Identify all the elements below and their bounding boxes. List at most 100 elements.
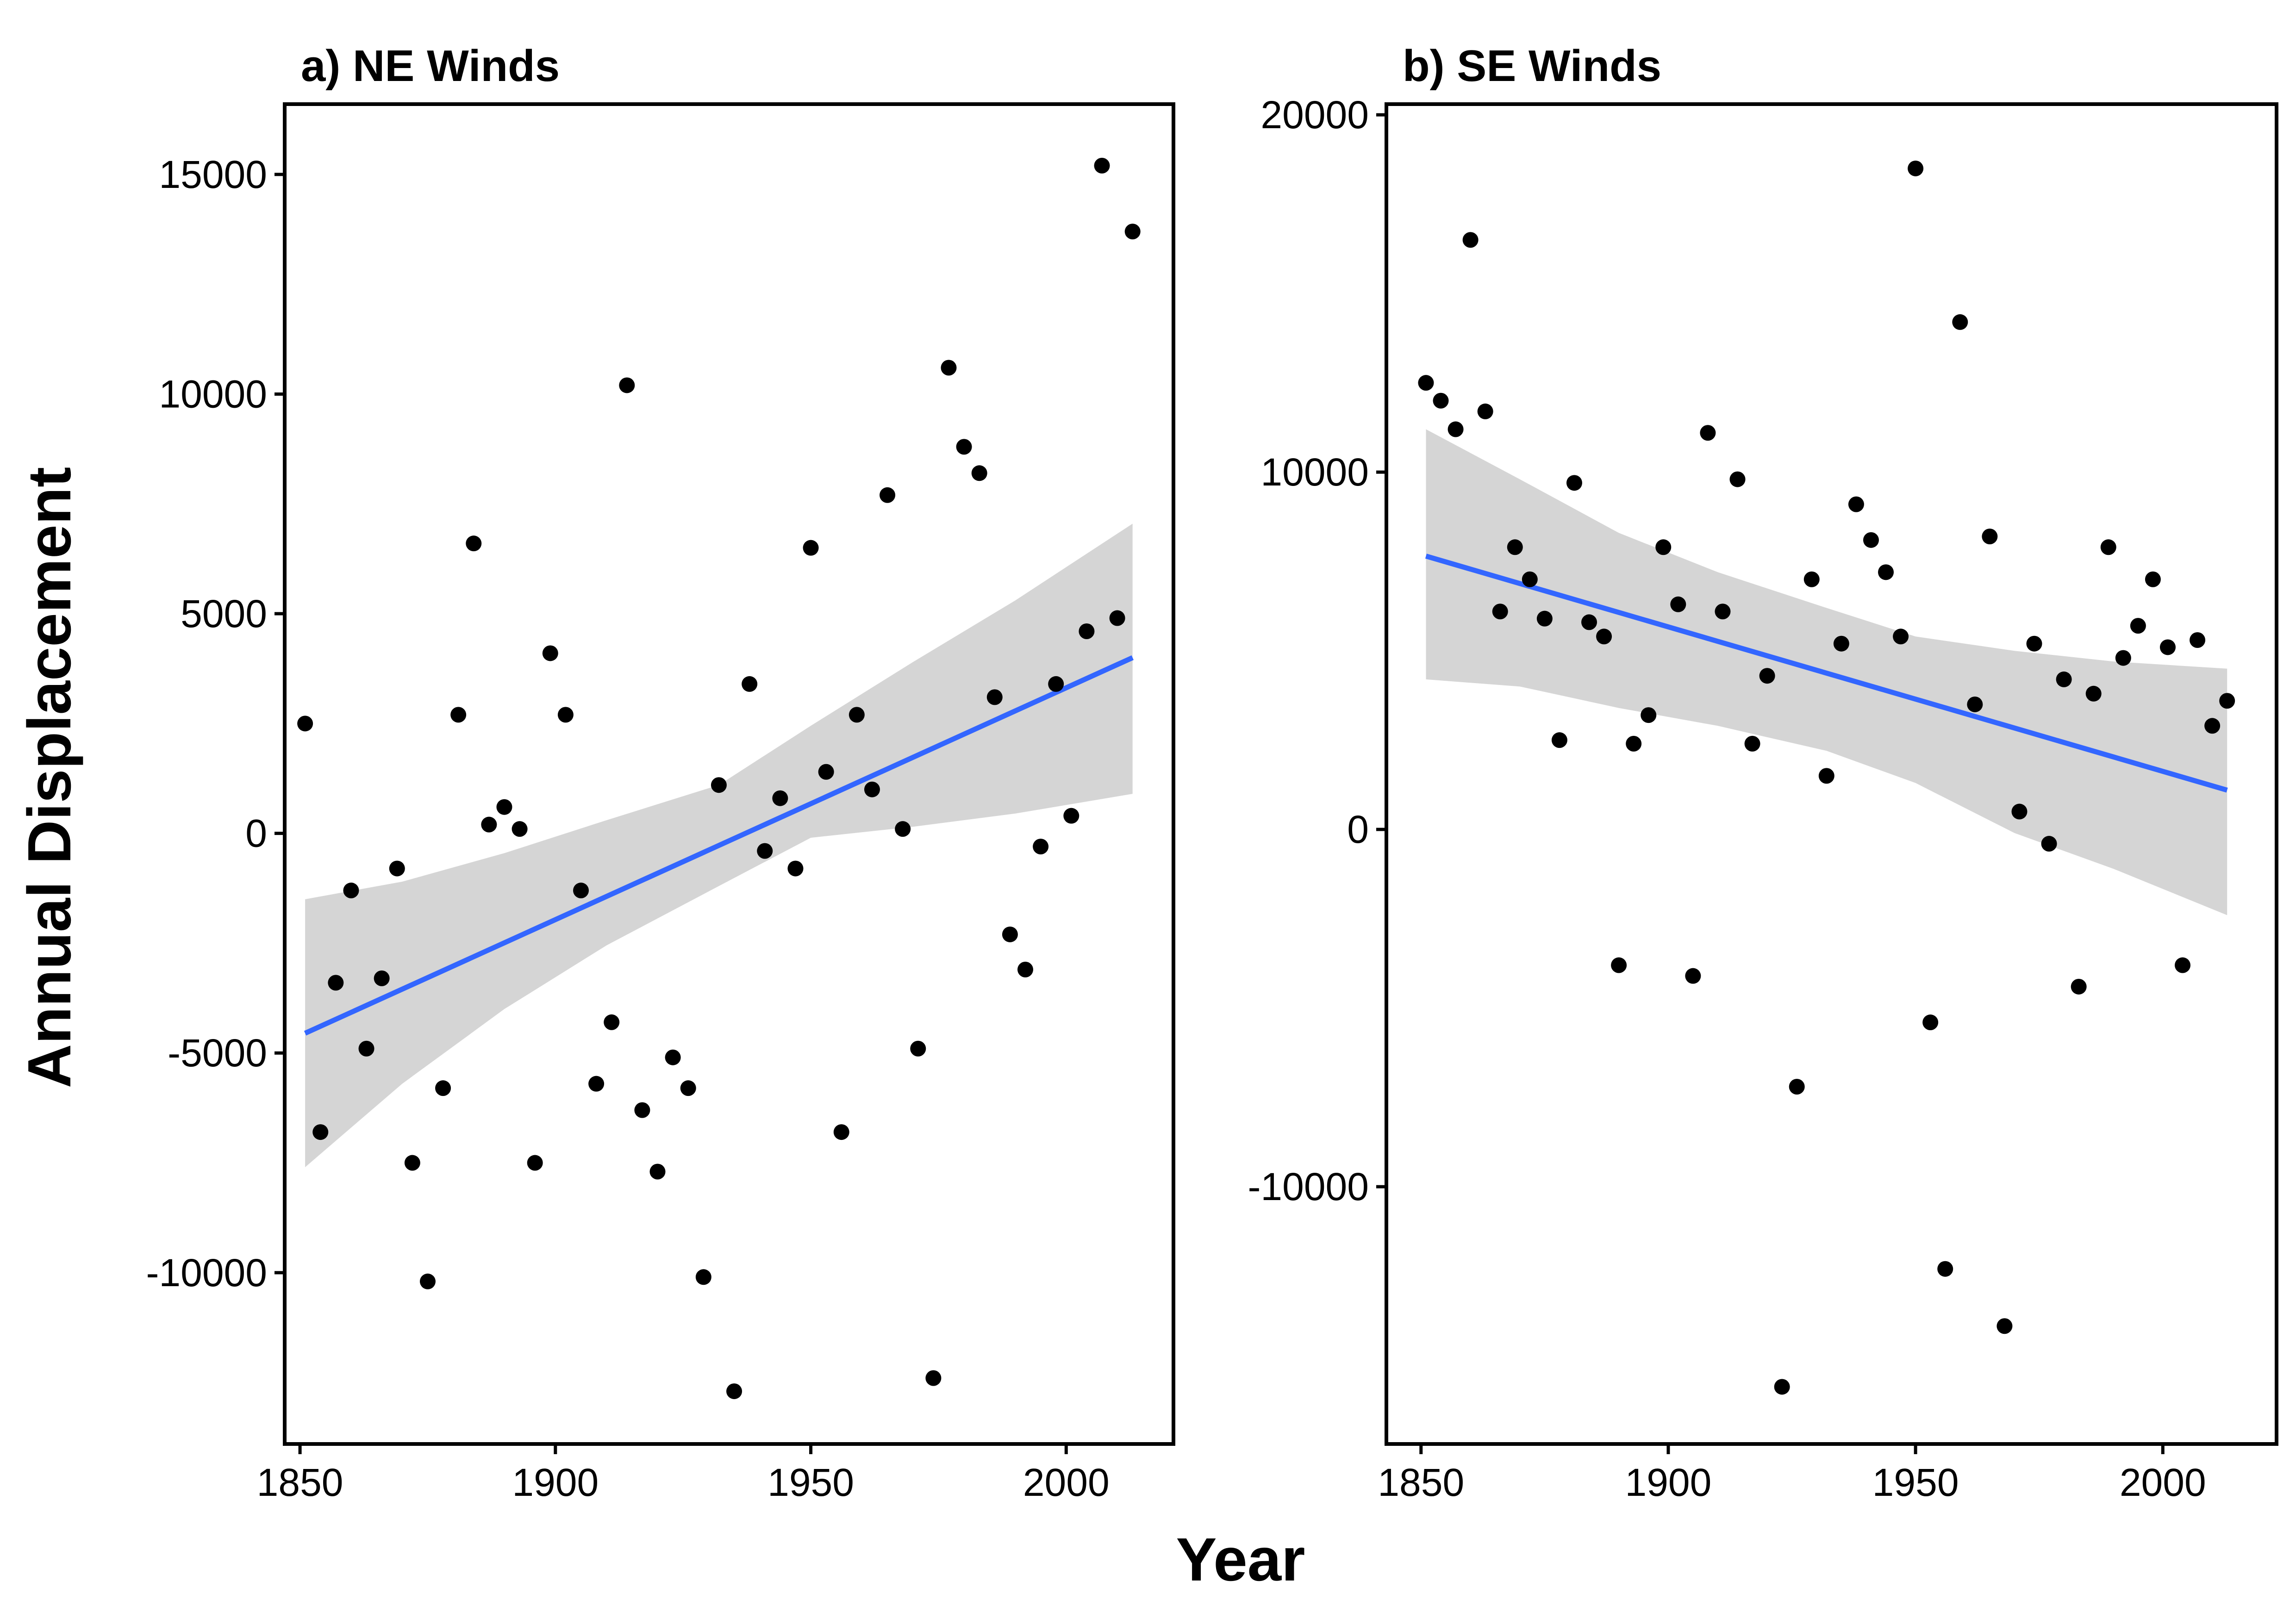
data-point <box>1063 808 1079 824</box>
x-tick-label: 1900 <box>512 1461 599 1504</box>
data-point <box>2056 671 2072 687</box>
data-point <box>1685 968 1701 984</box>
data-point <box>1566 475 1582 491</box>
data-point <box>1462 232 1479 248</box>
x-tick-label: 1850 <box>1378 1461 1464 1504</box>
data-point <box>557 707 574 723</box>
data-point <box>1492 604 1508 620</box>
y-tick-label: 10000 <box>1260 450 1369 494</box>
data-point <box>649 1164 666 1180</box>
x-ticks-layer: 1850 1900 1950 2000 <box>1378 1444 2206 1504</box>
y-ticks-layer: -10000 0 10000 20000 <box>1248 93 1386 1208</box>
y-ticks-layer: -10000 -5000 0 5000 10000 15000 <box>146 153 285 1294</box>
x-tick-label: 1900 <box>1625 1461 1712 1504</box>
trend-line <box>304 655 1134 1036</box>
y-tick-label: -10000 <box>1248 1165 1369 1208</box>
data-point <box>726 1383 742 1400</box>
data-point <box>1433 392 1449 409</box>
data-point <box>910 1040 926 1057</box>
x-ticks-layer: 1850 1900 1950 2000 <box>257 1444 1110 1504</box>
data-point <box>2159 639 2176 655</box>
y-tick-label: 10000 <box>159 372 267 416</box>
data-point <box>542 645 558 661</box>
data-point <box>419 1273 436 1289</box>
data-point <box>1729 471 1746 487</box>
data-point <box>496 799 512 815</box>
data-point <box>1048 676 1064 692</box>
data-point <box>818 764 834 780</box>
data-point <box>1848 496 1864 512</box>
x-tick-label: 2000 <box>1023 1461 1110 1504</box>
data-point <box>1803 571 1820 587</box>
data-point <box>435 1080 451 1096</box>
data-point <box>1109 610 1125 626</box>
x-axis-title: Year <box>1176 1525 1305 1593</box>
data-point <box>588 1076 605 1092</box>
panel-title-ne-winds: a) NE Winds <box>301 41 560 91</box>
data-point <box>787 860 804 877</box>
data-point <box>849 707 865 723</box>
data-point <box>404 1155 420 1171</box>
data-point <box>2219 693 2235 709</box>
data-point <box>358 1040 374 1057</box>
data-point <box>2130 618 2146 634</box>
data-point <box>2026 635 2042 652</box>
data-point <box>1982 529 1998 545</box>
data-point <box>925 1370 942 1386</box>
panel-se-winds: b) SE Winds -10000 0 10000 20000 1850 1900 19… <box>1248 41 2278 1504</box>
y-tick-label: 0 <box>1347 808 1369 851</box>
data-point <box>880 487 896 503</box>
data-point <box>1744 735 1760 752</box>
data-point <box>1997 1318 2013 1334</box>
data-point <box>680 1080 696 1096</box>
y-tick-label: 5000 <box>181 592 267 635</box>
data-point <box>619 377 635 393</box>
data-point <box>1937 1261 1953 1277</box>
data-point <box>1967 696 1983 712</box>
data-point <box>1908 160 1924 176</box>
y-tick-label: 0 <box>245 812 267 855</box>
data-point <box>1878 564 1894 580</box>
data-point <box>1655 539 1672 555</box>
data-point <box>971 465 987 481</box>
data-point <box>986 689 1003 705</box>
data-point <box>2041 836 2057 852</box>
data-point <box>1626 735 1642 752</box>
data-point <box>2085 685 2102 702</box>
data-point <box>1596 629 1612 645</box>
data-point <box>956 439 972 455</box>
y-tick-label: -5000 <box>168 1031 267 1075</box>
data-point <box>711 777 727 793</box>
data-point <box>2204 718 2221 734</box>
data-point <box>1447 421 1464 437</box>
y-axis-title: Annual Displacement <box>15 467 83 1088</box>
x-tick-label: 1850 <box>257 1461 343 1504</box>
panel-title-se-winds: b) SE Winds <box>1403 41 1661 91</box>
data-point <box>864 781 880 797</box>
y-tick-label: -10000 <box>146 1251 267 1294</box>
data-point <box>1522 571 1538 587</box>
x-tick-label: 1950 <box>767 1461 854 1504</box>
data-point <box>2145 571 2161 587</box>
data-point <box>833 1124 849 1140</box>
data-point <box>328 975 344 991</box>
y-tick-label: 15000 <box>159 153 267 196</box>
data-point <box>1833 635 1849 652</box>
data-point <box>1418 375 1434 391</box>
data-point <box>1700 425 1716 441</box>
data-point <box>573 883 589 899</box>
data-point <box>2071 978 2087 995</box>
data-point <box>1952 314 1968 330</box>
data-point <box>803 540 819 556</box>
data-point <box>2175 957 2191 973</box>
data-point <box>1715 604 1731 620</box>
data-point <box>450 707 467 723</box>
data-point <box>1789 1079 1805 1095</box>
data-points-layer <box>1418 160 2235 1395</box>
data-point <box>297 716 313 732</box>
data-point <box>772 790 788 806</box>
data-point <box>2115 650 2131 666</box>
x-tick-label: 2000 <box>2120 1461 2206 1504</box>
